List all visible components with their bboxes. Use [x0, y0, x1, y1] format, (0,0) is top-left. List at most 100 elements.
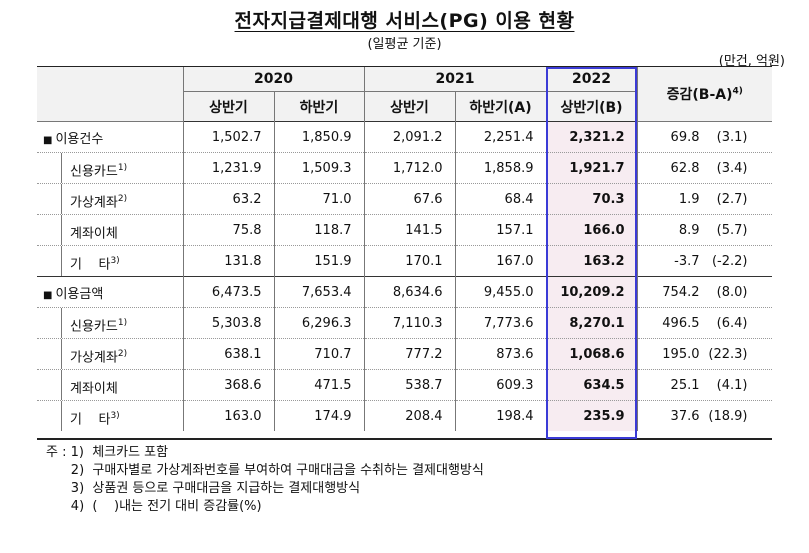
- row-subcategory-label: 가상계좌2): [37, 183, 183, 215]
- change-percent: (3.1): [716, 129, 748, 145]
- change-amount: 37.6: [670, 408, 700, 424]
- change-cell: 37.6 (18.9): [636, 400, 772, 431]
- value-cell: 141.5: [363, 214, 455, 246]
- header-2020-h1: 상반기: [182, 91, 274, 122]
- value-cell: 1,502.7: [182, 121, 274, 153]
- footnote-ref: 2): [117, 349, 128, 359]
- header-2021: 2021: [363, 67, 546, 92]
- value-cell: 70.3: [545, 183, 637, 215]
- change-cell: 8.9 (5.7): [636, 214, 772, 246]
- footnote-3: 3) 상품권 등으로 구매대금을 지급하는 결제대행방식: [46, 481, 361, 496]
- table-bottom-border: [37, 438, 772, 440]
- value-cell: 163.2: [545, 245, 637, 277]
- row-label-box: 계좌이체: [61, 215, 183, 245]
- change-percent: (8.0): [716, 284, 748, 300]
- change-amount: -3.7: [674, 253, 700, 269]
- page-subtitle: (일평균 기준): [367, 37, 442, 52]
- value-cell: 538.7: [363, 369, 455, 401]
- change-percent: (18.9): [708, 408, 748, 424]
- row-label-text: 이용건수: [55, 131, 104, 147]
- change-amount: 69.8: [670, 129, 700, 145]
- table-body: ■ 이용건수 1,502.7 1,850.9 2,091.2 2,251.4 2,321.2…: [37, 121, 772, 431]
- value-cell: 368.6: [182, 369, 274, 401]
- value-cell: 2,321.2: [545, 121, 637, 153]
- value-cell: 63.2: [182, 183, 274, 215]
- table-row: ■ 이용건수 1,502.7 1,850.9 2,091.2 2,251.4 2,321.2…: [37, 121, 772, 153]
- table-row: 기 타3) 131.8 151.9 170.1 167.0 163.2 -3.7 (-2.2): [37, 245, 772, 277]
- change-cell: -3.7 (-2.2): [636, 245, 772, 277]
- change-percent: (2.7): [716, 191, 748, 207]
- row-label-text: 기 타: [70, 412, 111, 428]
- value-cell: 1,068.6: [545, 338, 637, 370]
- value-cell: 7,773.6: [454, 307, 546, 339]
- value-cell: 609.3: [454, 369, 546, 401]
- row-label-box: 가상계좌2): [61, 184, 183, 214]
- table-row: 계좌이체 368.6 471.5 538.7 609.3 634.5 25.1 (4.1): [37, 369, 772, 401]
- row-label-text: 신용카드: [70, 319, 118, 335]
- value-cell: 710.7: [273, 338, 364, 370]
- value-cell: 1,921.7: [545, 152, 637, 184]
- header-2021-h1: 상반기: [363, 91, 455, 122]
- value-cell: 873.6: [454, 338, 546, 370]
- value-cell: 5,303.8: [182, 307, 274, 339]
- row-label-box: 기 타3): [61, 246, 183, 276]
- header-2020-h2: 하반기: [273, 91, 364, 122]
- footnote-ref: 2): [117, 194, 128, 204]
- change-amount: 25.1: [670, 377, 700, 393]
- header-row-years: 2020 2021 2022 증감(B-A)4): [37, 67, 772, 122]
- row-label-box: 계좌이체: [61, 370, 183, 400]
- row-label-text: 계좌이체: [70, 226, 118, 242]
- value-cell: 8,270.1: [545, 307, 637, 339]
- value-cell: 10,209.2: [545, 276, 637, 308]
- value-cell: 7,653.4: [273, 276, 364, 308]
- change-cell: 62.8 (3.4): [636, 152, 772, 184]
- change-cell: 754.2 (8.0): [636, 276, 772, 308]
- row-subcategory-label: 가상계좌2): [37, 338, 183, 370]
- value-cell: 235.9: [545, 400, 637, 431]
- footnote-ref: 3): [110, 256, 120, 266]
- change-cell: 69.8 (3.1): [636, 121, 772, 153]
- table-row: 가상계좌2) 638.1 710.7 777.2 873.6 1,068.6 195.0 (2…: [37, 338, 772, 370]
- value-cell: 6,296.3: [273, 307, 364, 339]
- value-cell: 471.5: [273, 369, 364, 401]
- change-cell: 496.5 (6.4): [636, 307, 772, 339]
- unit-label: (만건, 억원): [718, 54, 785, 69]
- value-cell: 9,455.0: [454, 276, 546, 308]
- row-label-box: 신용카드1): [61, 308, 183, 338]
- row-label-text: 기 타: [70, 257, 111, 273]
- value-cell: 1,231.9: [182, 152, 274, 184]
- header-2021-h2a: 하반기(A): [454, 91, 546, 122]
- value-cell: 1,858.9: [454, 152, 546, 184]
- table-row: 신용카드1) 5,303.8 6,296.3 7,110.3 7,773.6 8,270.…: [37, 307, 772, 339]
- change-amount: 62.8: [670, 160, 700, 176]
- value-cell: 71.0: [273, 183, 364, 215]
- change-amount: 1.9: [678, 191, 700, 207]
- footnote-ref: 3): [110, 411, 120, 421]
- value-cell: 157.1: [454, 214, 546, 246]
- footnote-ref: 1): [117, 163, 128, 173]
- row-category-label: ■ 이용건수: [37, 121, 183, 153]
- value-cell: 174.9: [273, 400, 364, 431]
- change-amount: 195.0: [662, 346, 700, 362]
- value-cell: 2,251.4: [454, 121, 546, 153]
- change-percent: (4.1): [716, 377, 748, 393]
- table-row: 기 타3) 163.0 174.9 208.4 198.4 235.9 37.6 (18.9): [37, 400, 772, 431]
- value-cell: 1,509.3: [273, 152, 364, 184]
- value-cell: 208.4: [363, 400, 455, 431]
- page-title: 전자지급결제대행 서비스(PG) 이용 현황: [234, 10, 575, 32]
- change-cell: 195.0 (22.3): [636, 338, 772, 370]
- header-change: 증감(B-A)4): [636, 67, 772, 122]
- row-label-box: 가상계좌2): [61, 339, 183, 369]
- change-percent: (22.3): [708, 346, 748, 362]
- row-subcategory-label: 기 타3): [37, 246, 183, 277]
- bullet-square-icon: ■: [43, 134, 53, 146]
- row-label-text: 가상계좌: [70, 350, 118, 366]
- header-2020: 2020: [182, 67, 364, 92]
- row-subcategory-label: 신용카드1): [37, 152, 183, 184]
- value-cell: 8,634.6: [363, 276, 455, 308]
- value-cell: 1,712.0: [363, 152, 455, 184]
- value-cell: 638.1: [182, 338, 274, 370]
- footnote-1: 주 : 1) 체크카드 포함: [46, 445, 169, 460]
- footnotes: 주 : 1) 체크카드 포함 2) 구매자별로 가상계좌번호를 부여하여 구매대…: [46, 444, 484, 516]
- value-cell: 151.9: [273, 245, 364, 277]
